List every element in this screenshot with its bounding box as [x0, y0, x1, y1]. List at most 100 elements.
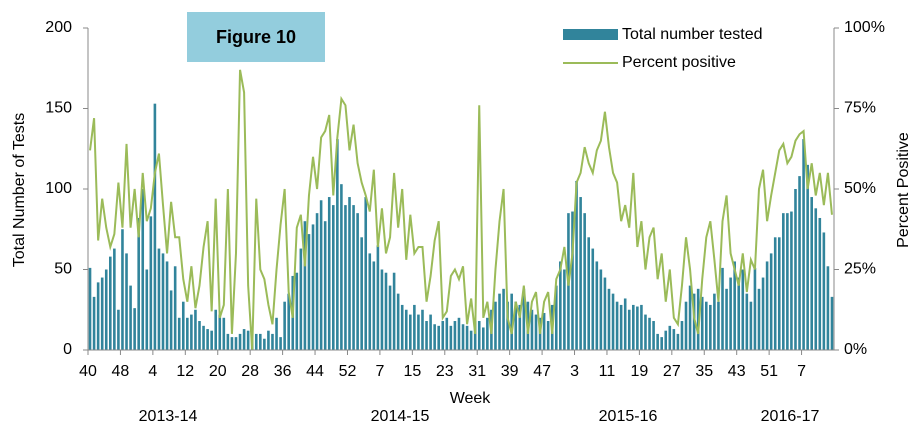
bar: [388, 285, 392, 350]
bar: [303, 221, 307, 350]
season-label: 2014-15: [371, 408, 430, 425]
bar: [627, 309, 631, 350]
line: [89, 69, 833, 351]
x-tick-label: 47: [533, 363, 551, 380]
bar: [579, 197, 582, 350]
bar: [486, 317, 489, 350]
bar: [668, 325, 672, 350]
y-tick-label: 100: [45, 180, 72, 197]
bar: [615, 301, 619, 350]
bar: [246, 330, 250, 350]
bar: [498, 293, 501, 350]
bar: [534, 314, 538, 350]
bar: [575, 180, 578, 350]
x-tick-label: 43: [728, 363, 746, 380]
bar: [648, 317, 651, 350]
bar: [104, 269, 108, 350]
legend-label: Percent positive: [622, 54, 736, 71]
bar: [137, 217, 140, 350]
bar: [141, 189, 145, 350]
bar: [713, 293, 716, 350]
bar: [441, 321, 445, 350]
bar: [676, 333, 680, 350]
legend-swatch: [563, 29, 618, 40]
x-tick-label: 48: [112, 363, 130, 380]
annotation: Figure 10: [216, 27, 296, 47]
bar: [88, 267, 92, 350]
bar: [165, 261, 169, 350]
bar: [814, 208, 818, 350]
bar: [210, 330, 213, 350]
bar: [242, 329, 246, 350]
bar: [311, 224, 315, 350]
bar: [413, 304, 416, 350]
bar: [449, 325, 453, 350]
bar: [222, 317, 226, 350]
bar: [340, 184, 343, 350]
bar: [514, 301, 518, 350]
bar: [214, 309, 218, 350]
bar: [186, 317, 189, 350]
bar: [798, 176, 801, 350]
bar: [384, 272, 388, 350]
bar: [753, 267, 757, 350]
x-tick-label: 23: [436, 363, 454, 380]
bar: [482, 327, 485, 350]
bar: [437, 325, 440, 350]
bar: [181, 301, 185, 350]
bar: [275, 317, 278, 350]
bar: [664, 330, 668, 350]
bar: [429, 314, 432, 350]
bar: [640, 304, 643, 350]
x-tick-label: 3: [570, 363, 579, 380]
bar: [563, 269, 566, 350]
bar: [794, 189, 797, 350]
bar: [749, 301, 753, 350]
bar: [684, 301, 688, 350]
bar: [518, 304, 522, 350]
bar: [530, 309, 534, 350]
bar: [700, 296, 704, 350]
bar: [494, 301, 497, 350]
bar: [177, 317, 181, 350]
bar: [465, 325, 469, 350]
bar: [425, 321, 428, 350]
bar: [583, 213, 586, 350]
bar: [826, 266, 830, 350]
bar: [129, 285, 132, 350]
bar: [376, 245, 380, 350]
bar: [773, 237, 777, 350]
bar: [145, 269, 149, 350]
x-tick-label: 27: [663, 363, 681, 380]
x-tick-label: 40: [79, 363, 97, 380]
bar: [153, 103, 157, 350]
y2-tick-label: 25%: [844, 261, 876, 278]
bar: [404, 309, 408, 350]
x-tick-label: 35: [695, 363, 713, 380]
bar: [688, 285, 692, 350]
bar: [161, 253, 165, 350]
bar: [506, 301, 509, 350]
bar: [696, 288, 700, 350]
bar: [109, 256, 112, 350]
bar: [571, 211, 574, 350]
bar: [121, 229, 124, 350]
bar: [133, 308, 136, 350]
bar: [790, 211, 793, 350]
bar: [765, 261, 769, 350]
bar: [190, 314, 193, 350]
bar: [125, 253, 128, 350]
bar: [271, 333, 274, 350]
bar: [263, 338, 266, 350]
bar: [652, 321, 655, 350]
y-tick-label: 0: [63, 341, 72, 358]
bar: [254, 333, 258, 350]
bar: [169, 290, 173, 350]
bar: [680, 321, 684, 350]
y-tick-label: 200: [45, 19, 72, 36]
bar: [786, 213, 789, 350]
bar: [117, 309, 120, 350]
bar: [737, 277, 741, 350]
y-axis-title: Total Number of Tests: [11, 113, 28, 267]
bar: [396, 293, 400, 350]
